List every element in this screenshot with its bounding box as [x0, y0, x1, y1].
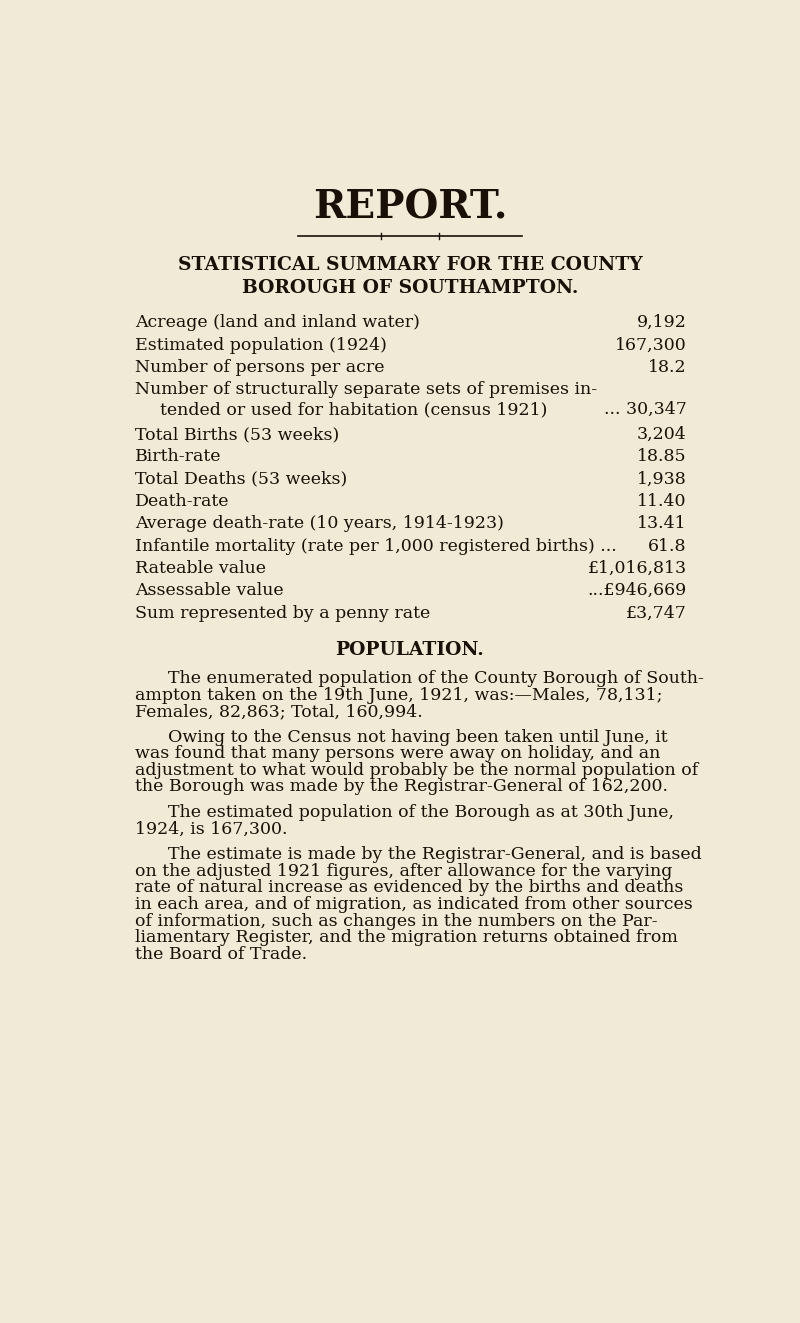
- Text: Total Births (53 weeks): Total Births (53 weeks): [135, 426, 339, 443]
- Text: ... 30,347: ... 30,347: [604, 401, 686, 418]
- Text: The estimated population of the Borough as at 30th June,: The estimated population of the Borough …: [135, 804, 674, 822]
- Text: 9,192: 9,192: [637, 315, 686, 331]
- Text: Birth-rate: Birth-rate: [135, 448, 222, 466]
- Text: liamentary Register, and the migration returns obtained from: liamentary Register, and the migration r…: [135, 929, 678, 946]
- Text: £3,747: £3,747: [626, 605, 686, 622]
- Text: ampton taken on the 19th June, 1921, was:—Males, 78,131;: ampton taken on the 19th June, 1921, was…: [135, 687, 662, 704]
- Text: Average death-rate (10 years, 1914-1923): Average death-rate (10 years, 1914-1923): [135, 515, 504, 532]
- Text: of information, such as changes in the numbers on the Par-: of information, such as changes in the n…: [135, 913, 658, 930]
- Text: the Board of Trade.: the Board of Trade.: [135, 946, 307, 963]
- Text: tended or used for habitation (census 1921): tended or used for habitation (census 19…: [160, 401, 547, 418]
- Text: STATISTICAL SUMMARY FOR THE COUNTY: STATISTICAL SUMMARY FOR THE COUNTY: [178, 255, 642, 274]
- Text: 1,938: 1,938: [637, 471, 686, 488]
- Text: 167,300: 167,300: [615, 336, 686, 353]
- Text: 13.41: 13.41: [637, 515, 686, 532]
- Text: 18.2: 18.2: [648, 359, 686, 376]
- Text: 3,204: 3,204: [637, 426, 686, 443]
- Text: Acreage (land and inland water): Acreage (land and inland water): [135, 315, 420, 331]
- Text: the Borough was made by the Registrar-General of 162,200.: the Borough was made by the Registrar-Ge…: [135, 778, 668, 795]
- Text: The estimate is made by the Registrar-General, and is based: The estimate is made by the Registrar-Ge…: [135, 847, 702, 864]
- Text: Total Deaths (53 weeks): Total Deaths (53 weeks): [135, 471, 347, 488]
- Text: 61.8: 61.8: [648, 537, 686, 554]
- Text: 18.85: 18.85: [637, 448, 686, 466]
- Text: BOROUGH OF SOUTHAMPTON.: BOROUGH OF SOUTHAMPTON.: [242, 279, 578, 296]
- Text: in each area, and of migration, as indicated from other sources: in each area, and of migration, as indic…: [135, 896, 693, 913]
- Text: Estimated population (1924): Estimated population (1924): [135, 336, 386, 353]
- Text: Assessable value: Assessable value: [135, 582, 283, 599]
- Text: on the adjusted 1921 figures, after allowance for the varying: on the adjusted 1921 figures, after allo…: [135, 863, 672, 880]
- Text: Owing to the Census not having been taken until June, it: Owing to the Census not having been take…: [135, 729, 667, 746]
- Text: 11.40: 11.40: [637, 493, 686, 509]
- Text: Number of persons per acre: Number of persons per acre: [135, 359, 384, 376]
- Text: £1,016,813: £1,016,813: [587, 560, 686, 577]
- Text: ...£946,669: ...£946,669: [587, 582, 686, 599]
- Text: Death-rate: Death-rate: [135, 493, 230, 509]
- Text: rate of natural increase as evidenced by the births and deaths: rate of natural increase as evidenced by…: [135, 880, 683, 897]
- Text: Infantile mortality (rate per 1,000 registered births) ...: Infantile mortality (rate per 1,000 regi…: [135, 537, 617, 554]
- Text: was found that many persons were away on holiday, and an: was found that many persons were away on…: [135, 745, 660, 762]
- Text: 1924, is 167,300.: 1924, is 167,300.: [135, 820, 287, 837]
- Text: Rateable value: Rateable value: [135, 560, 266, 577]
- Text: The enumerated population of the County Borough of South-: The enumerated population of the County …: [135, 669, 704, 687]
- Text: REPORT.: REPORT.: [313, 188, 507, 226]
- Text: Number of structurally separate sets of premises in-: Number of structurally separate sets of …: [135, 381, 597, 398]
- Text: adjustment to what would probably be the normal population of: adjustment to what would probably be the…: [135, 762, 698, 779]
- Text: POPULATION.: POPULATION.: [336, 640, 484, 659]
- Text: Females, 82,863; Total, 160,994.: Females, 82,863; Total, 160,994.: [135, 703, 422, 720]
- Text: Sum represented by a penny rate: Sum represented by a penny rate: [135, 605, 430, 622]
